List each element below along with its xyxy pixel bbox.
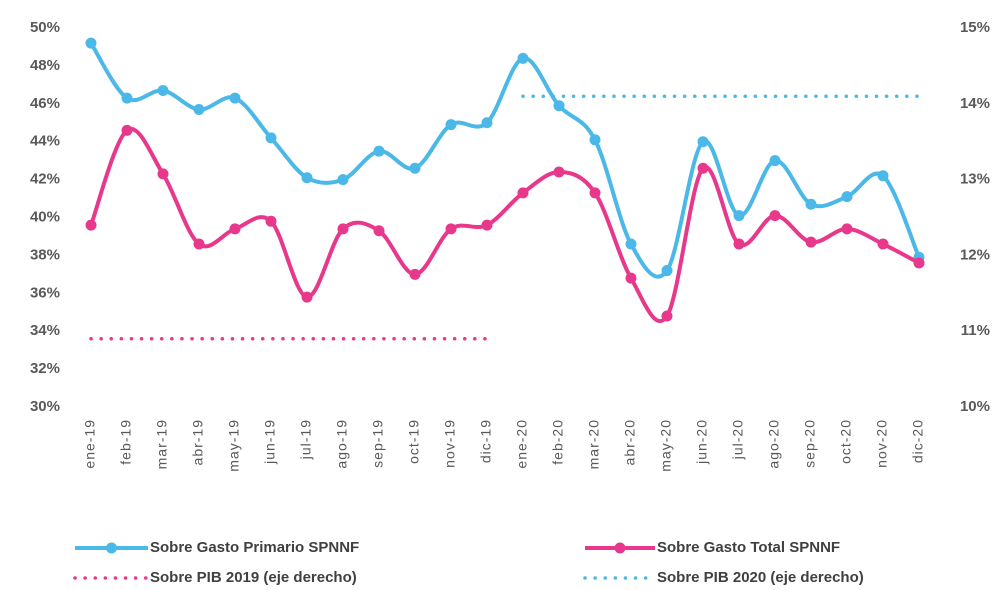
x-tick-label: mar-19: [154, 419, 170, 469]
x-tick-label: feb-19: [118, 419, 134, 465]
x-tick-label: mar-20: [586, 419, 602, 469]
point: [661, 310, 673, 322]
x-tick-label: oct-19: [406, 419, 422, 464]
y2-tick-label: 14%: [960, 95, 990, 112]
point: [121, 92, 133, 104]
x-tick-label: ene-20: [514, 419, 530, 469]
legend-label: Sobre Gasto Total SPNNF: [657, 539, 840, 556]
point: [265, 132, 277, 144]
x-tick-label: abr-20: [622, 419, 638, 465]
point: [517, 52, 529, 64]
y-tick-label: 36%: [30, 284, 60, 301]
x-tick-label: may-20: [658, 419, 674, 472]
point: [229, 92, 241, 104]
point: [229, 223, 241, 235]
x-tick-label: jun-19: [262, 419, 278, 465]
point: [85, 219, 97, 231]
y-tick-label: 44%: [30, 133, 60, 150]
point: [301, 291, 313, 303]
series-line: [89, 127, 920, 324]
point: [625, 272, 637, 284]
point: [913, 257, 925, 269]
point: [337, 174, 349, 186]
point: [589, 187, 601, 199]
x-tick-label: nov-20: [874, 419, 890, 468]
x-tick-label: jun-20: [694, 419, 710, 465]
y-tick-label: 48%: [30, 57, 60, 74]
y2-tick-label: 13%: [960, 171, 990, 188]
point: [769, 155, 781, 167]
y-tick-label: 42%: [30, 171, 60, 188]
y-tick-label: 38%: [30, 246, 60, 263]
point: [409, 268, 421, 280]
point: [625, 238, 637, 250]
point: [805, 198, 817, 210]
point: [157, 85, 169, 97]
point: [157, 168, 169, 180]
point: [769, 210, 781, 222]
point: [553, 100, 565, 112]
y-tick-label: 46%: [30, 95, 60, 112]
point: [697, 162, 709, 174]
point: [265, 215, 277, 227]
x-tick-label: jul-19: [298, 419, 314, 460]
point: [661, 265, 673, 277]
x-tick-label: ago-20: [766, 419, 782, 469]
point: [85, 37, 97, 49]
point: [697, 136, 709, 148]
y-tick-label: 34%: [30, 322, 60, 339]
point: [193, 103, 205, 115]
point: [193, 238, 205, 250]
x-tick-label: nov-19: [442, 419, 458, 468]
point: [805, 236, 817, 248]
point: [841, 191, 853, 203]
point: [733, 210, 745, 222]
point: [877, 170, 889, 182]
x-tick-label: dic-19: [478, 419, 494, 463]
y-tick-label: 50%: [30, 19, 60, 36]
point: [733, 238, 745, 250]
point: [877, 238, 889, 250]
y2-tick-label: 15%: [960, 19, 990, 36]
point: [553, 166, 565, 178]
y2-tick-label: 10%: [960, 398, 990, 415]
point: [409, 162, 421, 174]
x-tick-label: ago-19: [334, 419, 350, 469]
point: [517, 187, 529, 199]
x-tick-label: oct-20: [838, 419, 854, 464]
point: [373, 145, 385, 157]
point: [445, 119, 457, 131]
legend-label: Sobre PIB 2019 (eje derecho): [150, 569, 357, 586]
x-tick-label: jul-20: [730, 419, 746, 460]
y-tick-label: 30%: [30, 398, 60, 415]
point: [481, 117, 493, 129]
point: [301, 172, 313, 184]
point: [841, 223, 853, 235]
point: [589, 134, 601, 146]
legend-label: Sobre Gasto Primario SPNNF: [150, 539, 359, 556]
point: [121, 124, 133, 136]
point: [445, 223, 457, 235]
y2-tick-label: 11%: [961, 322, 990, 339]
x-tick-label: sep-20: [802, 419, 818, 468]
y-tick-label: 32%: [30, 360, 60, 377]
x-tick-label: dic-20: [910, 419, 926, 463]
x-tick-label: sep-19: [370, 419, 386, 468]
point: [481, 219, 493, 231]
y2-tick-label: 12%: [960, 246, 990, 263]
x-tick-label: may-19: [226, 419, 242, 472]
point: [337, 223, 349, 235]
legend-marker: [106, 542, 117, 554]
x-tick-label: ene-19: [82, 419, 98, 469]
x-tick-label: abr-19: [190, 419, 206, 465]
legend-label: Sobre PIB 2020 (eje derecho): [657, 569, 864, 586]
legend-marker: [614, 542, 626, 554]
y-tick-label: 40%: [30, 208, 60, 225]
point: [373, 225, 385, 237]
x-tick-label: feb-20: [550, 419, 566, 465]
